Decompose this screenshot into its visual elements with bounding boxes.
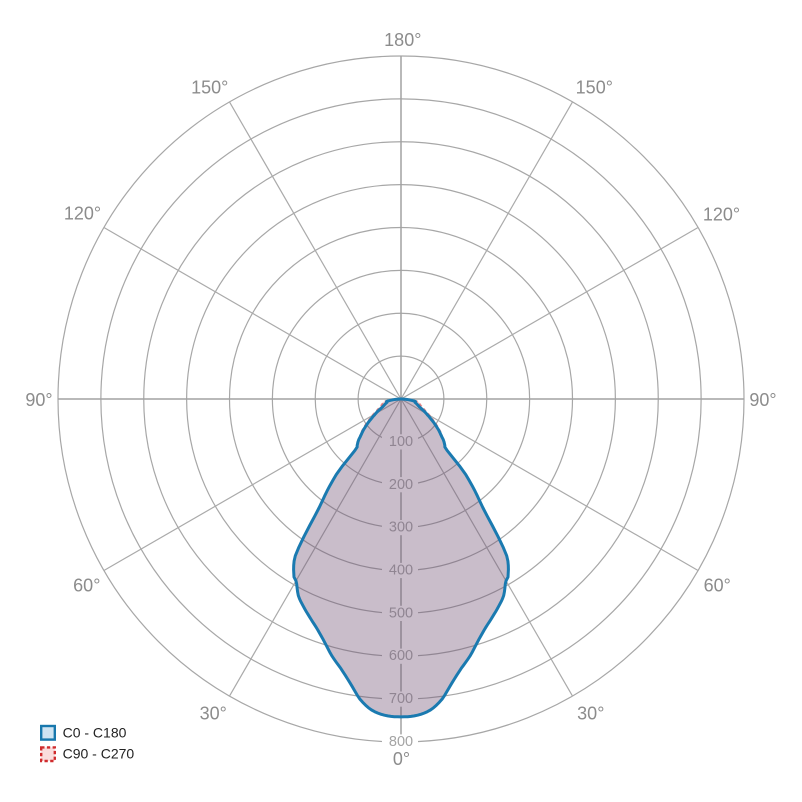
svg-text:300: 300 <box>389 520 413 536</box>
svg-text:90°: 90° <box>749 390 776 410</box>
svg-text:120°: 120° <box>703 204 740 224</box>
svg-text:0°: 0° <box>393 749 410 769</box>
svg-text:700: 700 <box>389 691 413 707</box>
svg-text:C0 - C180: C0 - C180 <box>63 724 127 740</box>
svg-text:30°: 30° <box>200 704 227 724</box>
svg-text:120°: 120° <box>64 204 101 224</box>
svg-text:600: 600 <box>389 648 413 664</box>
svg-text:400: 400 <box>389 563 413 579</box>
svg-text:90°: 90° <box>25 390 52 410</box>
svg-text:180°: 180° <box>384 30 421 50</box>
svg-text:C90 - C270: C90 - C270 <box>63 746 135 762</box>
svg-text:500: 500 <box>389 605 413 621</box>
svg-text:30°: 30° <box>577 704 604 724</box>
svg-text:800: 800 <box>389 734 413 750</box>
svg-text:150°: 150° <box>191 77 228 97</box>
svg-text:100: 100 <box>389 434 413 450</box>
svg-text:150°: 150° <box>576 77 613 97</box>
svg-text:200: 200 <box>389 477 413 493</box>
svg-text:60°: 60° <box>73 576 100 596</box>
svg-text:60°: 60° <box>704 576 731 596</box>
